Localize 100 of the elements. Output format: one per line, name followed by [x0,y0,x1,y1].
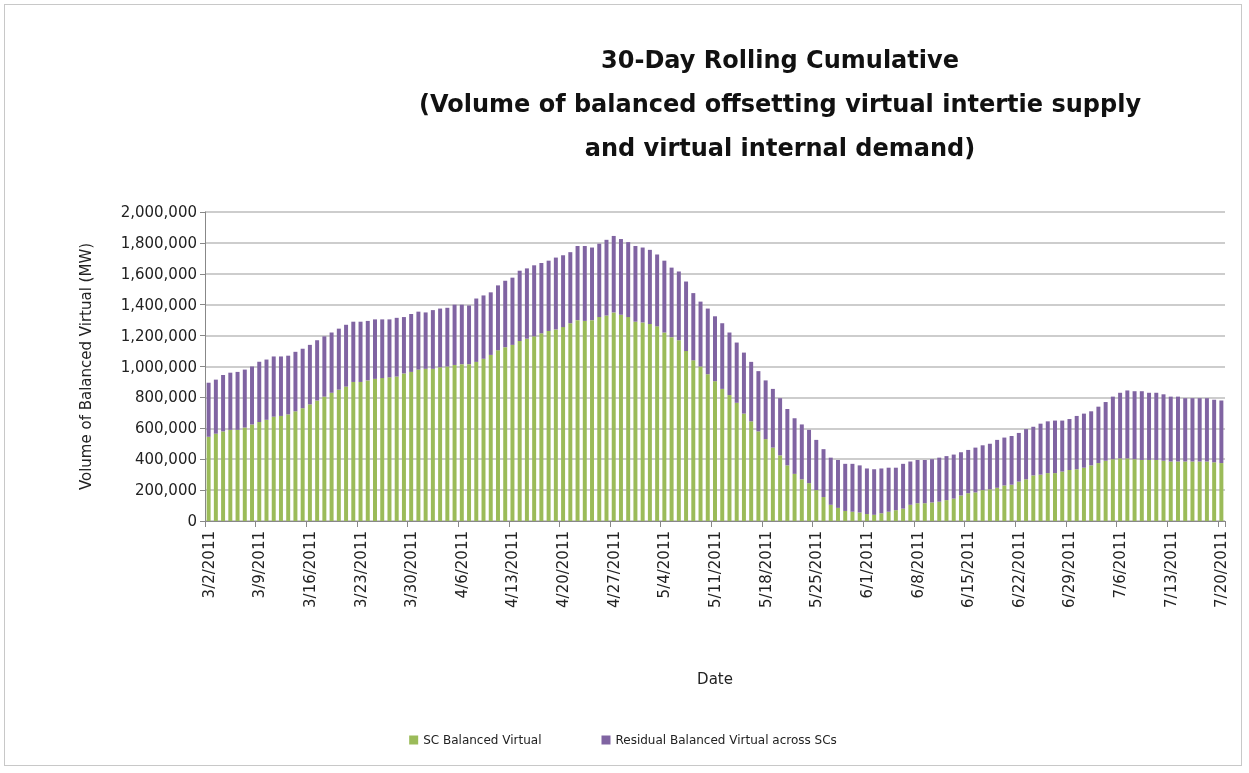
x-tick-label: 3/30/2011 [402,531,421,608]
x-tick-label: 7/6/2011 [1111,531,1130,599]
bar [250,424,255,521]
x-tick-label: 6/15/2011 [959,531,978,608]
bar [807,429,812,484]
bar [1212,399,1217,463]
bar [394,376,399,521]
bar [344,386,349,521]
bar [1132,391,1137,460]
bar [1060,420,1065,472]
bar [315,400,320,521]
bar [633,321,638,521]
bar [611,312,616,521]
bar [358,381,363,521]
bar [553,329,558,521]
bar [539,333,544,521]
bar [828,504,833,521]
bar [698,366,703,521]
x-tick-label: 3/23/2011 [351,531,370,608]
bar [1118,458,1123,521]
bar [293,351,298,412]
bar [908,461,913,505]
bar [886,511,891,521]
bar [1081,413,1086,468]
bar [474,298,479,362]
bar [1045,473,1050,521]
bar [930,502,935,521]
bar [669,337,674,521]
bar [1074,469,1079,521]
bar [582,245,587,321]
bar [380,378,385,521]
bar [792,473,797,521]
x-tick-label: 7/13/2011 [1161,531,1180,608]
bar [401,317,406,374]
bar [966,449,971,494]
bar [213,433,218,521]
bar [438,308,443,368]
y-tick-label: 2,000,000 [120,203,197,221]
bar [213,379,218,434]
bar [474,361,479,521]
bar [365,320,370,381]
bar [640,247,645,323]
y-tick-label: 800,000 [134,388,197,407]
bar [1125,390,1130,459]
bar [741,352,746,414]
bar [206,382,211,437]
x-tick-label: 4/13/2011 [503,531,522,608]
x-tick-label: 5/18/2011 [756,531,775,608]
bar [286,414,291,521]
bar [409,371,414,521]
bar [278,356,283,416]
bar [749,361,754,422]
bar [510,344,515,521]
bar [590,320,595,521]
bar [1147,392,1152,460]
bar [1038,474,1043,521]
bar [1118,392,1123,459]
x-tick-label: 3/9/2011 [250,531,269,599]
bar [980,490,985,521]
bar [727,332,732,396]
bar [1183,461,1188,521]
bar [322,396,327,521]
bar [1016,432,1021,482]
bar [987,443,992,490]
x-axis-title: Date [697,669,733,688]
bar [322,336,327,397]
x-tick-label: 7/20/2011 [1212,531,1231,608]
bar [423,312,428,369]
bar [1154,392,1159,460]
bar [915,459,920,504]
bar [373,378,377,521]
bar [756,371,761,432]
bar [778,455,783,521]
bar [1175,461,1180,521]
bar [495,285,500,351]
bar [358,321,363,382]
bar [1009,484,1014,521]
bar [1204,398,1209,462]
bar [597,317,602,521]
bar [770,388,775,448]
bar [618,239,623,315]
bar [1081,467,1086,521]
bar [1197,461,1202,521]
bar [908,504,913,521]
bar [857,465,862,513]
bar [401,373,406,521]
bar [250,366,255,425]
bar [242,427,247,521]
x-tick-label: 3/16/2011 [300,531,319,608]
bar [727,395,732,521]
bar [430,310,435,369]
bar [879,468,884,514]
legend-label: SC Balanced Virtual [423,733,542,747]
chart-title: 30-Day Rolling Cumulative (Volume of balanced offsetting virtual intertie supply and virtual internal demand) [418,46,1142,162]
bar [257,361,262,423]
bar [445,307,450,367]
bar [684,281,689,352]
bar [373,319,377,379]
bar [734,342,739,403]
bar [734,402,739,521]
